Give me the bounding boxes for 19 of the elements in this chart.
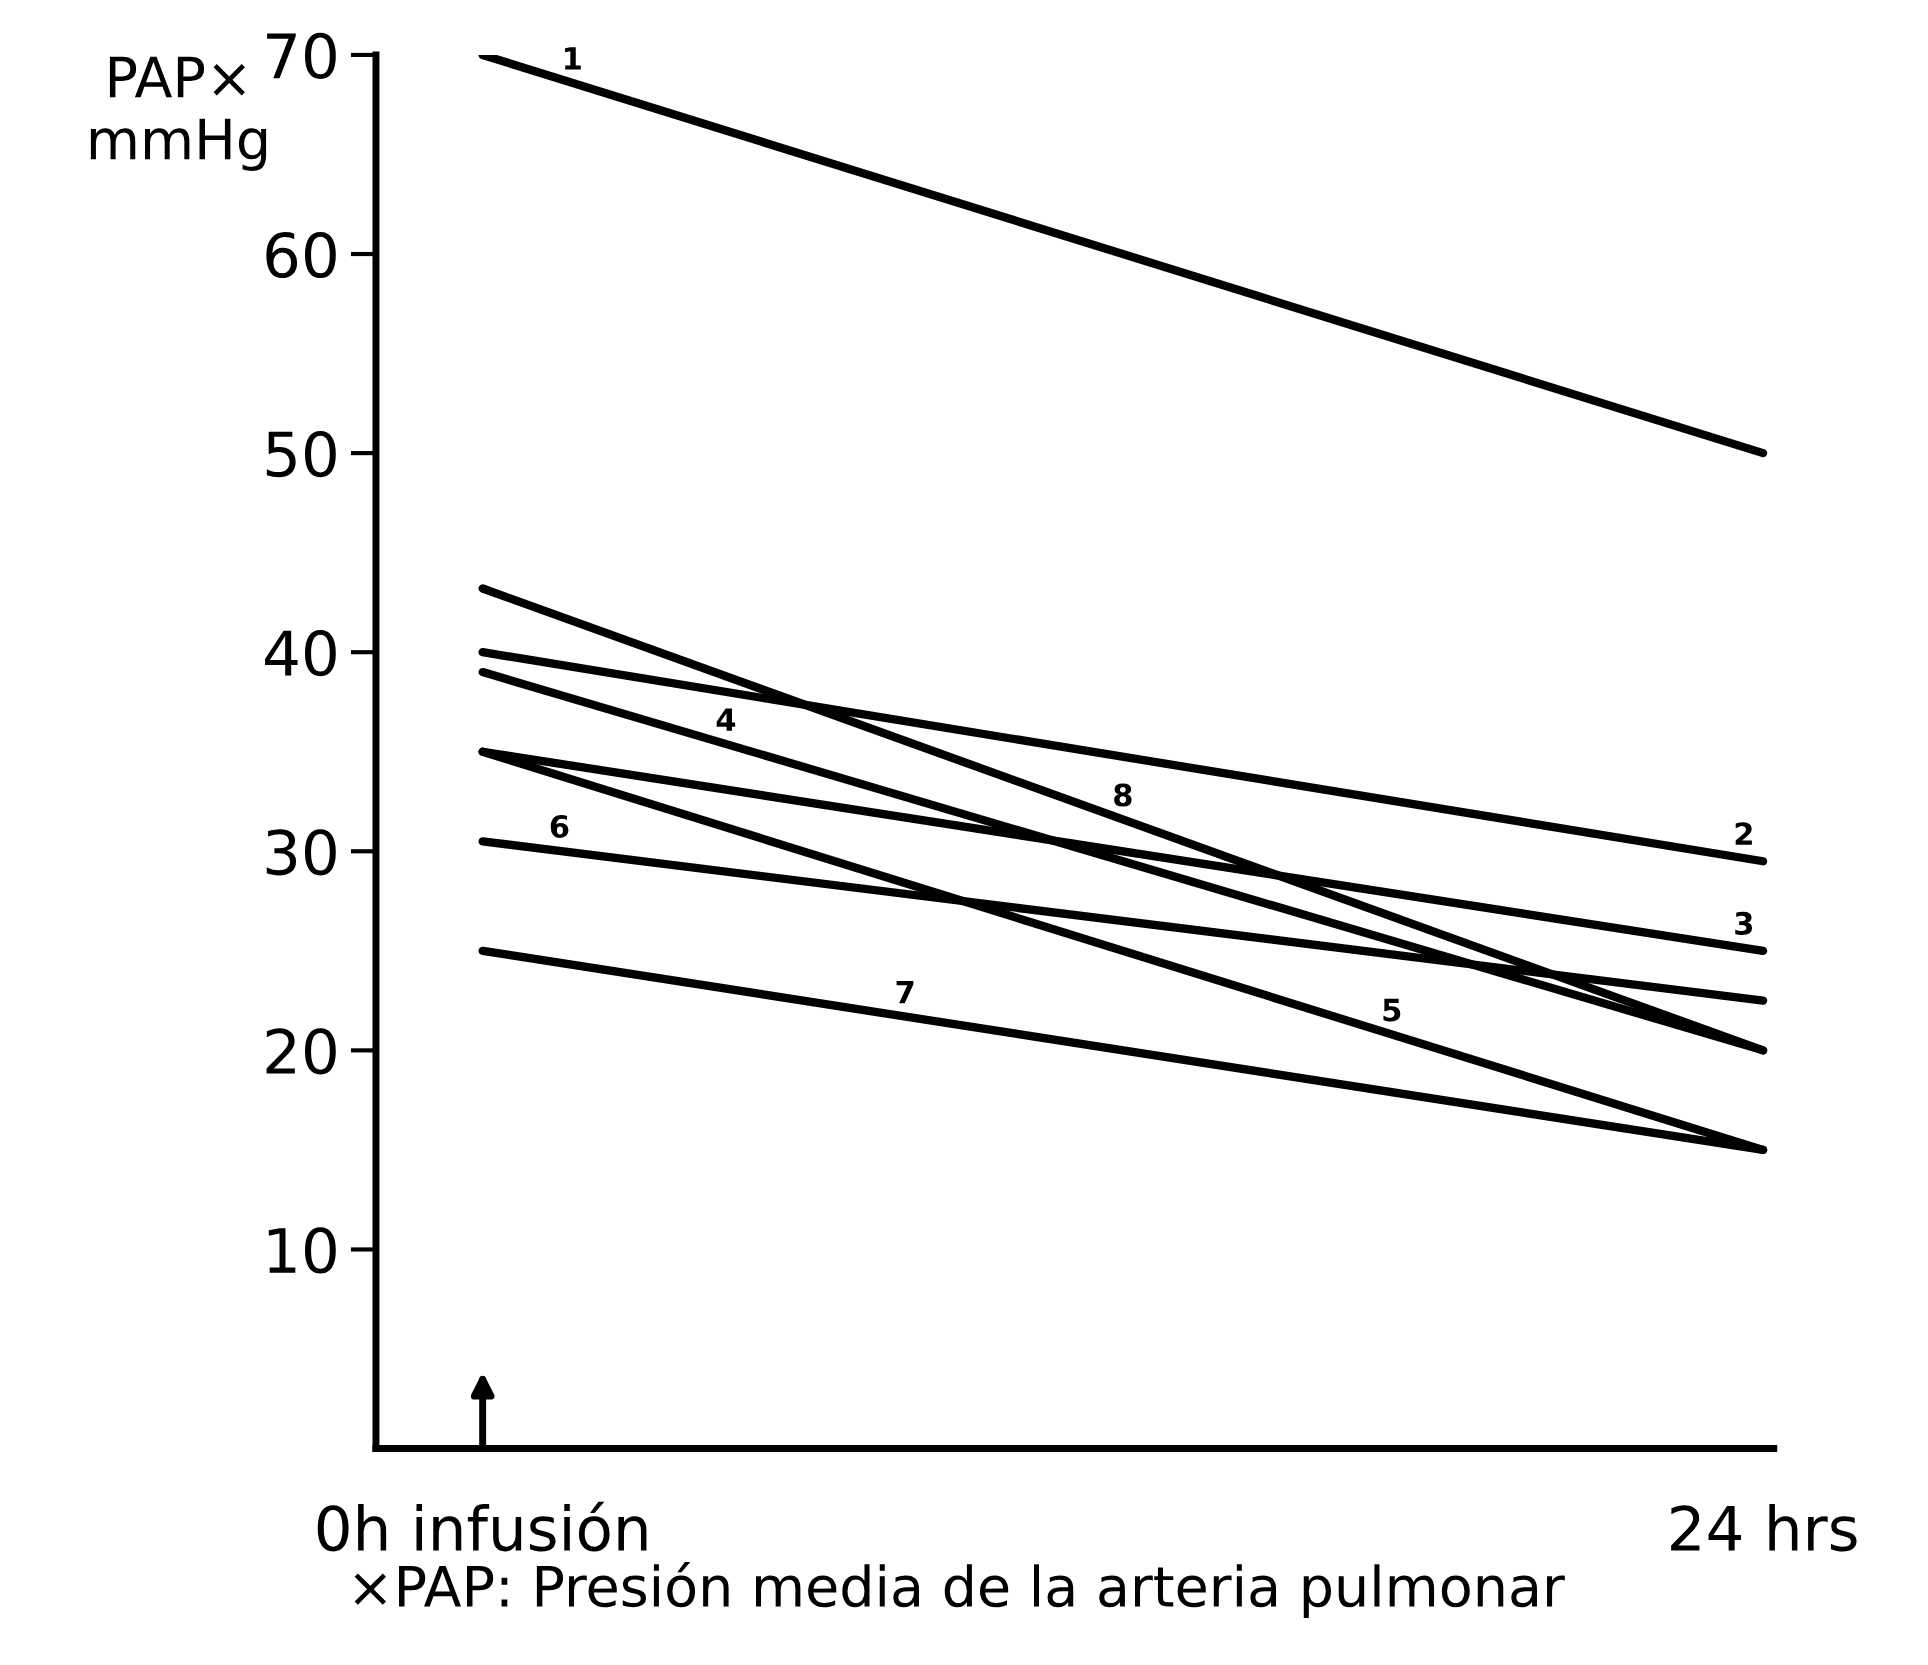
y-tick-label: 60: [266, 231, 336, 279]
series-label: 7: [896, 980, 914, 1004]
y-tick-label: 30: [266, 829, 336, 876]
x-tick-label: 0h infusión: [317, 1501, 647, 1552]
y-axis-title: PAP× mmHg: [90, 56, 267, 171]
series-label: 5: [1383, 998, 1401, 1022]
y-tick-label: 10: [268, 1227, 336, 1274]
y-tick-label: 50: [266, 430, 336, 478]
series-label: 6: [550, 814, 569, 839]
series-label: 4: [716, 708, 736, 731]
y-tick-label: 20: [266, 1028, 336, 1075]
x-tick-label: 24 hrs: [1671, 1504, 1857, 1552]
series-label: 3: [1735, 911, 1753, 935]
series-label: 2: [1735, 822, 1752, 845]
text: ×PAP: Presión media de la arteria pulmonar: [354, 1562, 1565, 1619]
series-label: 8: [1114, 783, 1132, 807]
series-label: 1: [565, 47, 581, 70]
y-tick-label: 40: [265, 630, 336, 677]
y-tick-label: 70: [267, 32, 336, 80]
